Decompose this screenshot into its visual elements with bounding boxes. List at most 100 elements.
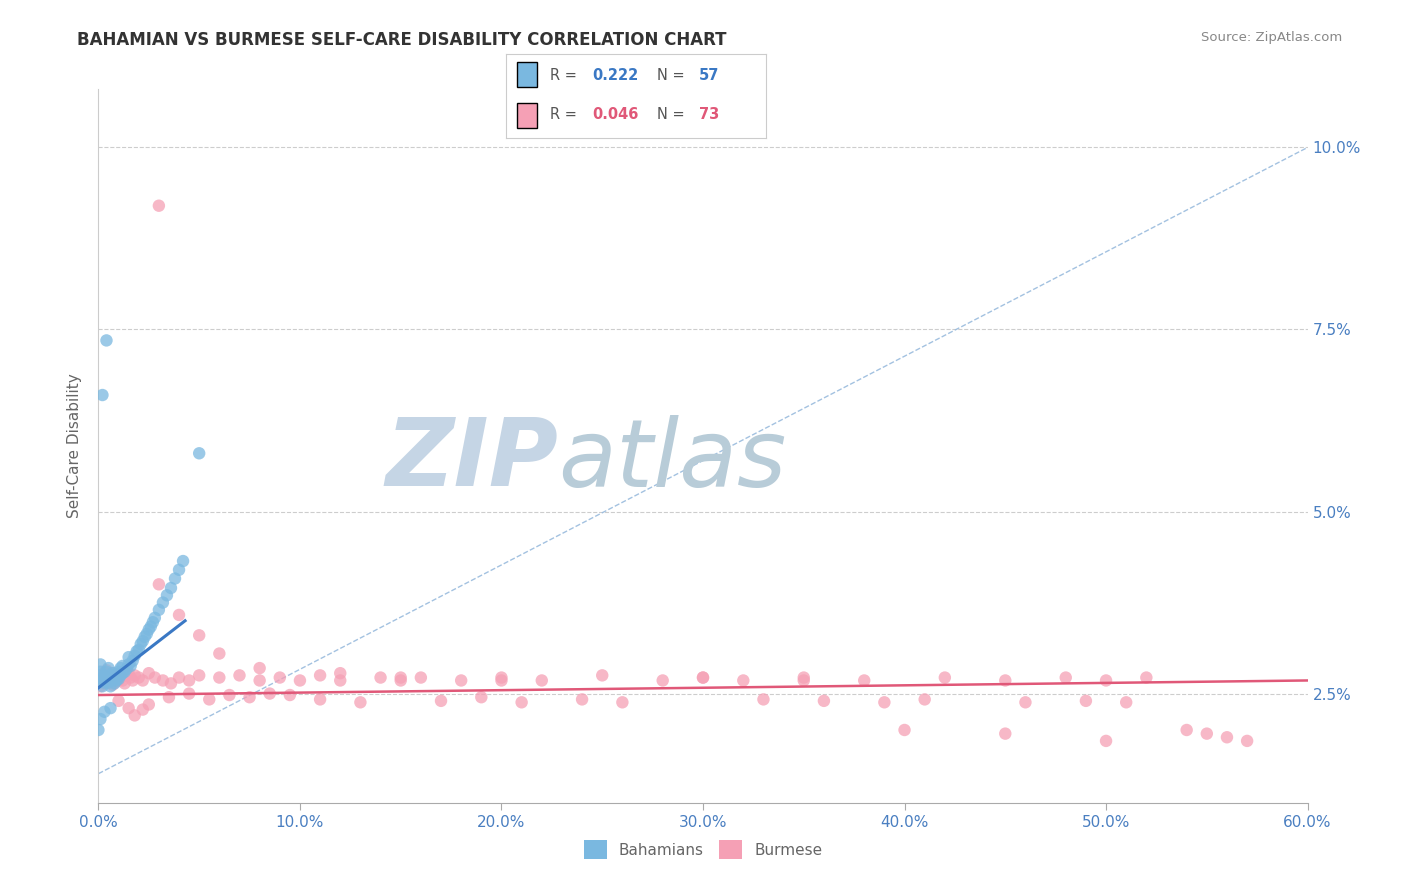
Point bbox=[309, 668, 332, 682]
Point bbox=[692, 671, 714, 685]
Point bbox=[103, 671, 125, 685]
Point bbox=[143, 671, 166, 685]
Point bbox=[115, 668, 138, 682]
Point bbox=[259, 687, 281, 701]
Point bbox=[228, 668, 250, 682]
Point bbox=[914, 692, 936, 706]
Point bbox=[139, 619, 162, 633]
Point bbox=[934, 671, 956, 685]
Point bbox=[692, 671, 714, 685]
Point bbox=[138, 623, 160, 637]
Point bbox=[96, 663, 118, 677]
Point bbox=[389, 671, 412, 685]
Point bbox=[160, 581, 183, 595]
Point bbox=[179, 687, 201, 701]
Point bbox=[103, 676, 125, 690]
Point bbox=[491, 673, 513, 688]
Point bbox=[121, 673, 143, 688]
Point bbox=[167, 563, 190, 577]
Point bbox=[1074, 694, 1097, 708]
Point bbox=[120, 671, 142, 685]
Point bbox=[450, 673, 472, 688]
Point bbox=[1216, 731, 1239, 745]
Point bbox=[163, 572, 186, 586]
Point bbox=[152, 596, 174, 610]
Point bbox=[156, 588, 179, 602]
Point bbox=[89, 657, 111, 672]
Text: atlas: atlas bbox=[558, 415, 786, 506]
Point bbox=[121, 654, 143, 668]
Text: R =: R = bbox=[550, 68, 582, 83]
Point bbox=[733, 673, 755, 688]
FancyBboxPatch shape bbox=[516, 62, 537, 87]
Point bbox=[430, 694, 453, 708]
Point bbox=[128, 671, 150, 685]
Point bbox=[118, 657, 141, 672]
Point bbox=[89, 712, 111, 726]
Point bbox=[87, 723, 110, 737]
Point bbox=[124, 708, 146, 723]
Point bbox=[103, 675, 125, 690]
Point bbox=[370, 671, 392, 685]
Point bbox=[128, 643, 150, 657]
Text: BAHAMIAN VS BURMESE SELF-CARE DISABILITY CORRELATION CHART: BAHAMIAN VS BURMESE SELF-CARE DISABILITY… bbox=[77, 31, 727, 49]
Point bbox=[167, 607, 190, 622]
Point bbox=[813, 694, 835, 708]
Point bbox=[1014, 695, 1036, 709]
Point bbox=[239, 690, 262, 705]
Point bbox=[101, 678, 124, 692]
Point bbox=[1175, 723, 1198, 737]
Y-axis label: Self-Care Disability: Self-Care Disability bbox=[67, 374, 83, 518]
Point bbox=[96, 671, 118, 685]
Point bbox=[157, 690, 180, 705]
Point bbox=[132, 703, 155, 717]
Point bbox=[107, 668, 129, 682]
Point bbox=[97, 675, 120, 690]
Point bbox=[269, 671, 291, 685]
Text: ZIP: ZIP bbox=[385, 414, 558, 507]
Point bbox=[97, 661, 120, 675]
Text: R =: R = bbox=[550, 107, 582, 122]
Point bbox=[118, 650, 141, 665]
Point bbox=[111, 673, 134, 688]
Point bbox=[288, 673, 311, 688]
Point bbox=[793, 673, 815, 688]
Point bbox=[101, 666, 124, 681]
Text: 57: 57 bbox=[699, 68, 718, 83]
Point bbox=[591, 668, 613, 682]
Point bbox=[143, 611, 166, 625]
Point bbox=[91, 388, 114, 402]
Point bbox=[97, 675, 120, 690]
Point bbox=[124, 668, 146, 682]
Text: N =: N = bbox=[657, 68, 689, 83]
Point bbox=[329, 673, 352, 688]
Point bbox=[105, 673, 128, 688]
Point bbox=[110, 668, 132, 682]
Point bbox=[89, 679, 111, 693]
Point bbox=[571, 692, 593, 706]
Point bbox=[132, 673, 155, 688]
Text: 0.222: 0.222 bbox=[592, 68, 638, 83]
Point bbox=[530, 673, 553, 688]
Point bbox=[135, 627, 157, 641]
Point bbox=[96, 334, 118, 348]
Point bbox=[97, 671, 120, 685]
Point bbox=[188, 668, 211, 682]
Point bbox=[105, 671, 128, 685]
Point bbox=[893, 723, 915, 737]
Point bbox=[349, 695, 371, 709]
Point bbox=[89, 665, 111, 679]
Point bbox=[278, 688, 301, 702]
Point bbox=[107, 665, 129, 679]
Point bbox=[100, 668, 122, 682]
Point bbox=[612, 695, 634, 709]
Point bbox=[218, 688, 240, 702]
Point bbox=[110, 661, 132, 675]
Point bbox=[994, 726, 1017, 740]
Point bbox=[208, 671, 231, 685]
Point bbox=[125, 644, 148, 658]
Point bbox=[179, 673, 201, 688]
Point bbox=[87, 668, 110, 682]
Point bbox=[93, 668, 115, 682]
Point bbox=[100, 679, 122, 693]
